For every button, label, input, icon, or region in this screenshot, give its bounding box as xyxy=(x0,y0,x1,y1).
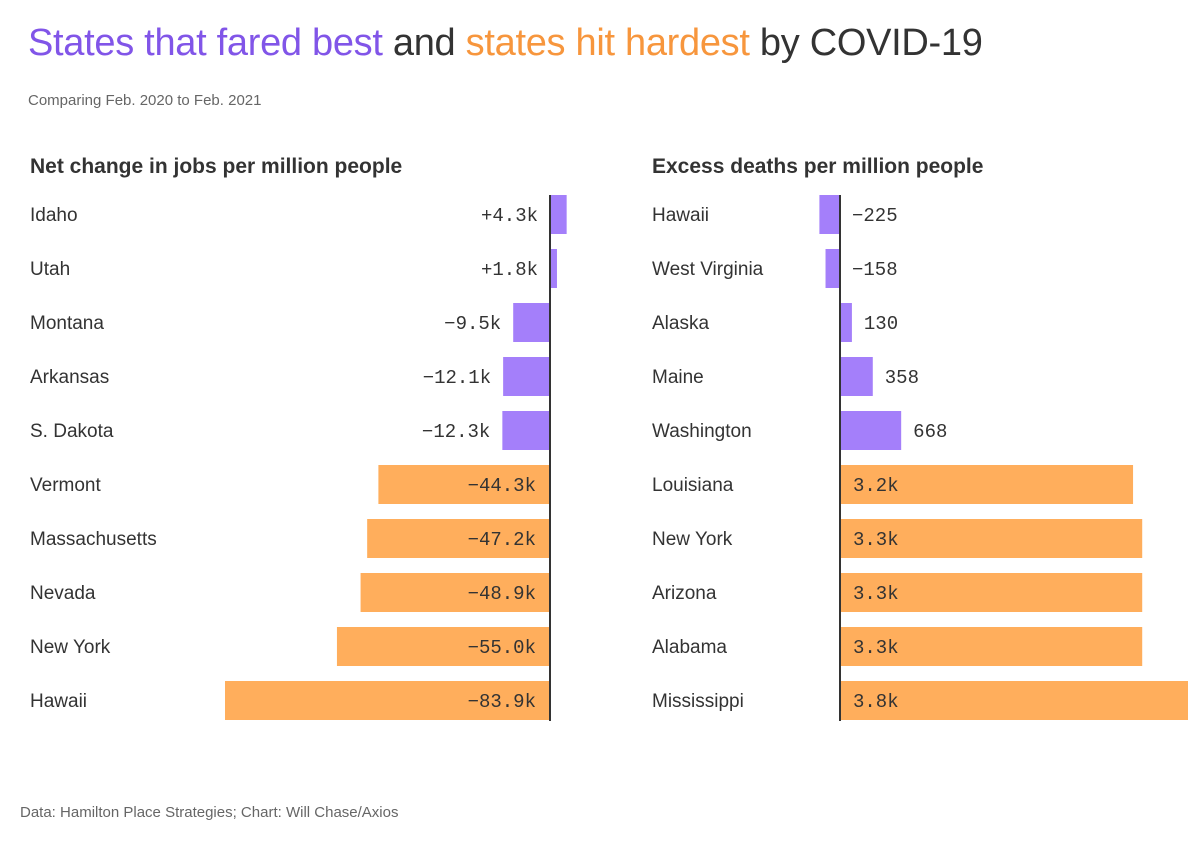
value-label: 130 xyxy=(864,313,898,335)
state-label: Hawaii xyxy=(652,205,709,226)
value-label: −55.0k xyxy=(468,637,536,659)
value-label: −158 xyxy=(852,259,898,281)
chart-subtitle: Comparing Feb. 2020 to Feb. 2021 xyxy=(28,92,262,109)
bar-best xyxy=(513,303,550,342)
title-worst: states hit hardest xyxy=(465,22,750,64)
bar-best xyxy=(819,195,840,234)
bar-best xyxy=(503,357,550,396)
bar-best xyxy=(550,195,567,234)
value-label: 3.3k xyxy=(853,637,899,659)
state-label: Alabama xyxy=(652,637,727,658)
state-label: Montana xyxy=(30,313,104,334)
state-label: Arizona xyxy=(652,583,717,604)
state-label: Hawaii xyxy=(30,691,87,712)
state-label: Washington xyxy=(652,421,752,442)
bar-best xyxy=(840,303,852,342)
value-label: −9.5k xyxy=(444,313,501,335)
value-label: 3.2k xyxy=(853,475,899,497)
bar-best xyxy=(840,357,873,396)
bar-worst xyxy=(367,519,550,558)
title-end: by COVID-19 xyxy=(749,22,983,64)
bar-best xyxy=(550,249,557,288)
state-label: New York xyxy=(30,637,111,658)
state-label: Utah xyxy=(30,259,70,280)
value-label: +1.8k xyxy=(481,259,538,281)
bar-worst xyxy=(840,465,1134,504)
value-label: 3.3k xyxy=(853,529,899,551)
state-label: Massachusetts xyxy=(30,529,157,550)
value-label: 3.8k xyxy=(853,691,899,713)
value-label: 668 xyxy=(913,421,947,443)
state-label: West Virginia xyxy=(652,259,764,280)
bar-worst xyxy=(225,681,550,720)
bar-worst xyxy=(840,627,1143,666)
state-label: Nevada xyxy=(30,583,96,604)
value-label: +4.3k xyxy=(481,205,538,227)
bar-worst xyxy=(360,573,550,612)
chart-title: States that fared best and states hit ha… xyxy=(28,22,983,65)
bar-worst xyxy=(840,519,1143,558)
bar-worst xyxy=(336,627,550,666)
value-label: −225 xyxy=(852,205,898,227)
state-label: Louisiana xyxy=(652,475,734,496)
value-label: 358 xyxy=(885,367,919,389)
state-label: New York xyxy=(652,529,733,550)
value-label: −47.2k xyxy=(468,529,536,551)
value-label: −12.1k xyxy=(423,367,491,389)
bar-best xyxy=(502,411,550,450)
bar-best xyxy=(825,249,840,288)
bar-worst xyxy=(378,465,550,504)
state-label: Alaska xyxy=(652,313,709,334)
value-label: −12.3k xyxy=(422,421,490,443)
state-label: Vermont xyxy=(30,475,101,496)
bar-best xyxy=(840,411,902,450)
state-label: Arkansas xyxy=(30,367,109,388)
state-label: S. Dakota xyxy=(30,421,114,442)
bar-worst xyxy=(840,573,1143,612)
bar-worst xyxy=(840,681,1188,720)
value-label: −44.3k xyxy=(468,475,536,497)
value-label: 3.3k xyxy=(853,583,899,605)
state-label: Mississippi xyxy=(652,691,744,712)
state-label: Idaho xyxy=(30,205,78,226)
state-label: Maine xyxy=(652,367,704,388)
panel-title: Excess deaths per million people xyxy=(652,155,983,178)
panel-title: Net change in jobs per million people xyxy=(30,155,402,178)
title-best: States that fared best xyxy=(28,22,383,64)
value-label: −48.9k xyxy=(468,583,536,605)
title-and: and xyxy=(382,22,466,64)
source-note: Data: Hamilton Place Strategies; Chart: … xyxy=(20,804,399,821)
value-label: −83.9k xyxy=(468,691,536,713)
